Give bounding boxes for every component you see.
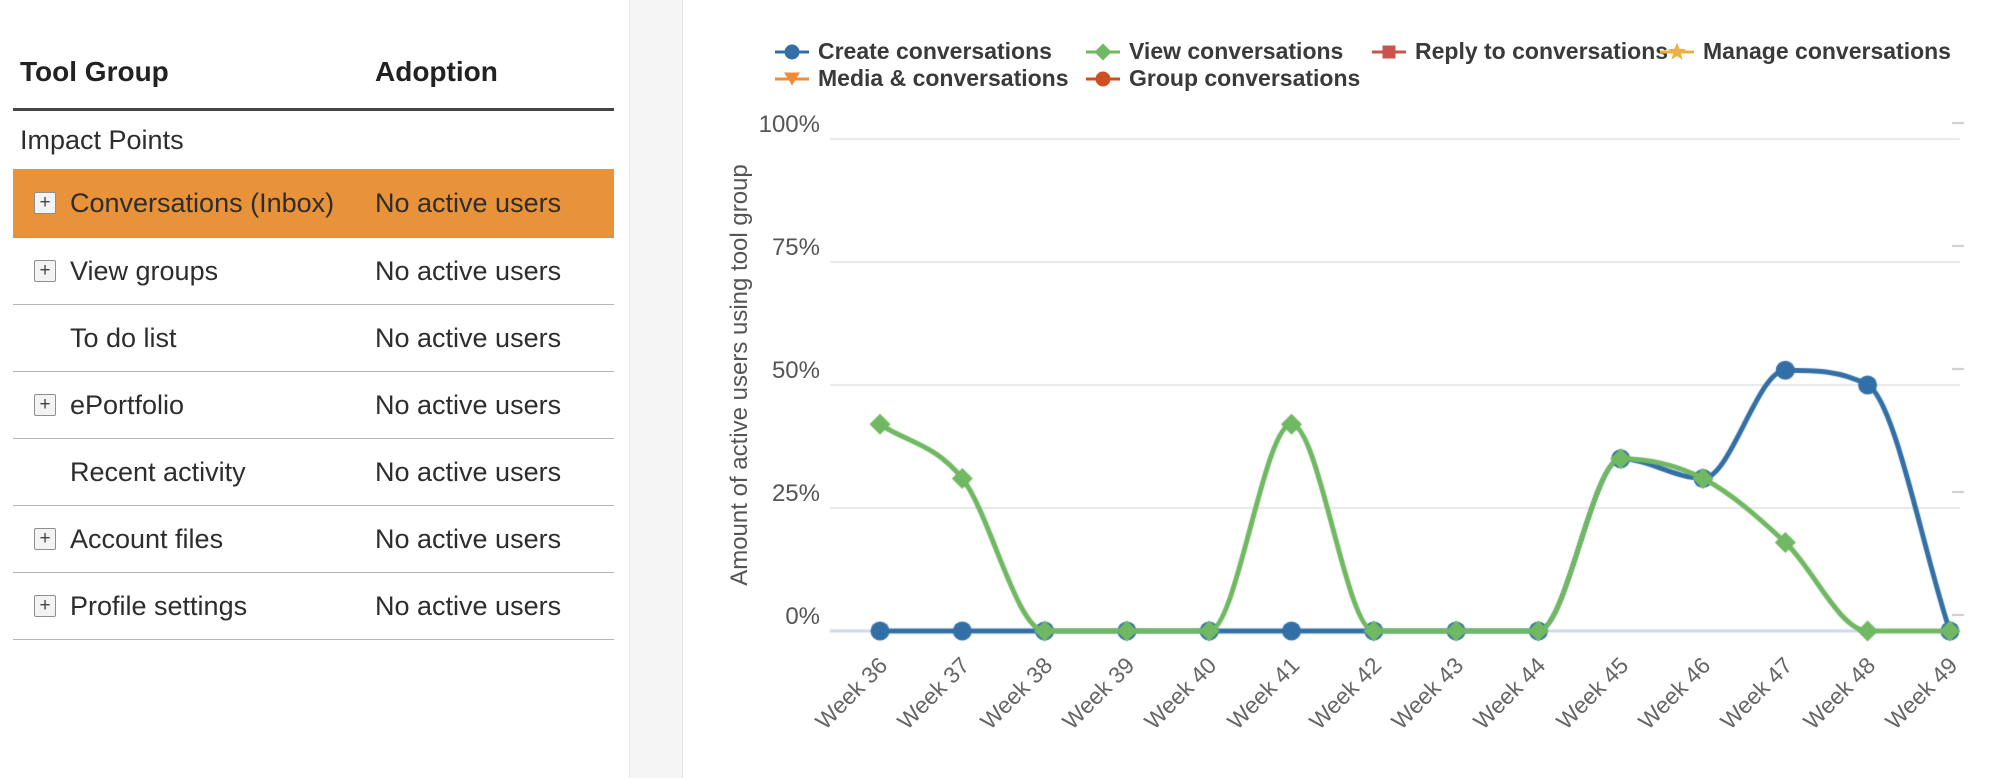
tool-group-label: ePortfolio — [70, 389, 185, 420]
expand-plus-icon[interactable]: + — [34, 394, 56, 416]
legend-item-media-conversations[interactable]: Media & conversations — [775, 65, 1086, 92]
tool-group-label: To do list — [70, 322, 177, 353]
legend-marker-circle-icon — [1086, 71, 1120, 86]
column-header-tool-group: Tool Group — [20, 56, 169, 87]
y-axis-tick-label: 100% — [758, 111, 820, 138]
table-row-impact-points[interactable]: Impact Points — [13, 111, 614, 169]
adoption-value: No active users — [375, 187, 562, 218]
y-axis-tick-label: 0% — [785, 603, 820, 630]
tool-group-label: Recent activity — [70, 456, 246, 487]
adoption-value: No active users — [375, 523, 562, 554]
tool-group-label: Conversations (Inbox) — [70, 187, 335, 218]
legend-item-group-conversations[interactable]: Group conversations — [1086, 65, 1372, 92]
chart-canvas[interactable] — [690, 0, 1990, 778]
tool-group-label: Account files — [70, 523, 224, 554]
legend-item-reply-to-conversations[interactable]: Reply to conversations — [1372, 38, 1668, 65]
table-row-profile-settings[interactable]: + Profile settings No active users — [13, 573, 614, 640]
tool-group-label: Profile settings — [70, 590, 248, 621]
table-row-view-groups[interactable]: + View groups No active users — [13, 238, 614, 305]
legend-marker-circle-icon — [775, 44, 809, 59]
adoption-value: No active users — [375, 590, 562, 621]
legend-item-create-conversations[interactable]: Create conversations — [775, 38, 1086, 65]
tool-group-label: Impact Points — [20, 124, 184, 155]
column-header-adoption: Adoption — [375, 56, 498, 87]
legend-label: Group conversations — [1129, 65, 1361, 91]
table-header-row: Tool Group Adoption — [13, 40, 614, 111]
table-row-account-files[interactable]: + Account files No active users — [13, 506, 614, 573]
table-row-recent-activity[interactable]: Recent activity No active users — [13, 439, 614, 506]
legend-label: Media & conversations — [818, 65, 1069, 91]
table-row-to-do-list[interactable]: To do list No active users — [13, 305, 614, 372]
legend-item-view-conversations[interactable]: View conversations — [1086, 38, 1372, 65]
adoption-value: No active users — [375, 389, 562, 420]
panel-divider — [629, 0, 683, 778]
chart-legend: Create conversations View conversations Re… — [775, 38, 1990, 92]
legend-label: Manage conversations — [1703, 38, 1951, 64]
table-row-conversations-inbox[interactable]: + Conversations (Inbox) No active users — [13, 169, 614, 238]
y-axis-tick-label: 75% — [771, 234, 820, 261]
legend-marker-square-icon — [1372, 45, 1406, 58]
tool-adoption-table: Tool Group Adoption Impact Points + Conver… — [13, 40, 614, 640]
legend-item-manage-conversations[interactable]: Manage conversations — [1660, 38, 1951, 65]
tool-usage-chart-panel: Create conversations View conversations Re… — [690, 0, 1990, 778]
legend-label: Create conversations — [818, 38, 1052, 64]
legend-label: View conversations — [1129, 38, 1344, 64]
legend-label: Reply to conversations — [1415, 38, 1669, 64]
y-axis-tick-label: 25% — [771, 480, 820, 507]
legend-marker-diamond-icon — [1086, 43, 1120, 60]
expand-plus-icon[interactable]: + — [34, 595, 56, 617]
legend-marker-star-icon — [1660, 42, 1694, 60]
tool-group-label: View groups — [70, 255, 219, 286]
adoption-value: No active users — [375, 322, 562, 353]
expand-plus-icon[interactable]: + — [34, 192, 56, 214]
table-body: Impact Points + Conversations (Inbox) No ac… — [13, 111, 614, 640]
expand-plus-icon[interactable]: + — [34, 260, 56, 282]
adoption-value: No active users — [375, 456, 562, 487]
adoption-value: No active users — [375, 255, 562, 286]
legend-marker-triangle-down-icon — [775, 72, 809, 85]
y-axis-tick-label: 50% — [771, 357, 820, 384]
expand-plus-icon[interactable]: + — [34, 528, 56, 550]
table-row-eportfolio[interactable]: + ePortfolio No active users — [13, 372, 614, 439]
